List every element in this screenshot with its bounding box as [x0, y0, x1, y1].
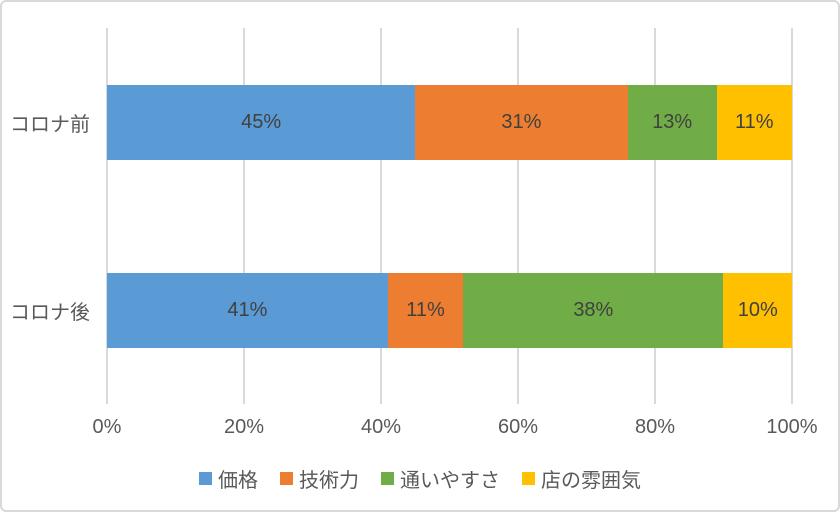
x-tick-label: 80%: [634, 416, 676, 438]
bar-segment: 38%: [463, 272, 724, 348]
category-label: コロナ前: [10, 113, 90, 136]
bar-segment: 11%: [387, 272, 464, 348]
legend-swatch: [280, 472, 293, 485]
bar-1: 41% 11% 38% 10%: [107, 272, 792, 348]
gridline: [106, 28, 108, 404]
legend-item: 技術力: [280, 464, 359, 493]
legend-label: 技術力: [299, 470, 359, 492]
bar-segment: 11%: [716, 84, 792, 160]
data-label: 45%: [241, 110, 282, 133]
legend-swatch: [381, 472, 394, 485]
data-label: 13%: [652, 110, 693, 133]
bar-segment: 10%: [723, 272, 792, 348]
legend-item: 店の雰囲気: [522, 464, 641, 493]
data-label: 38%: [573, 298, 614, 321]
gridline: [517, 28, 519, 404]
x-tick-label: 0%: [92, 416, 122, 438]
plot-area: 45% 31% 13% 11% 41% 11% 38% 10%: [106, 28, 793, 404]
data-label: 31%: [501, 110, 542, 133]
bar-segment: 31%: [415, 84, 628, 160]
legend: 価格 技術力 通いやすさ 店の雰囲気: [2, 464, 838, 493]
legend-label: 価格: [218, 470, 258, 492]
x-tick-label: 100%: [766, 416, 818, 438]
bar-segment: 41%: [107, 272, 388, 348]
data-label: 11%: [735, 110, 774, 133]
legend-item: 価格: [199, 464, 258, 493]
gridline: [380, 28, 382, 404]
gridline: [243, 28, 245, 404]
x-tick-label: 20%: [223, 416, 265, 438]
legend-label: 通いやすさ: [400, 470, 500, 492]
bar-0: 45% 31% 13% 11%: [107, 84, 792, 160]
legend-item: 通いやすさ: [381, 464, 500, 493]
category-label: コロナ後: [10, 301, 90, 324]
legend-label: 店の雰囲気: [541, 470, 641, 492]
gridline: [791, 28, 793, 404]
legend-swatch: [522, 472, 535, 485]
bar-segment: 13%: [627, 84, 717, 160]
x-tick-label: 40%: [360, 416, 402, 438]
x-tick-label: 60%: [497, 416, 539, 438]
bar-segment: 45%: [107, 84, 416, 160]
legend-swatch: [199, 472, 212, 485]
data-label: 41%: [227, 298, 268, 321]
gridline: [654, 28, 656, 404]
data-label: 11%: [406, 298, 445, 321]
data-label: 10%: [737, 298, 778, 321]
